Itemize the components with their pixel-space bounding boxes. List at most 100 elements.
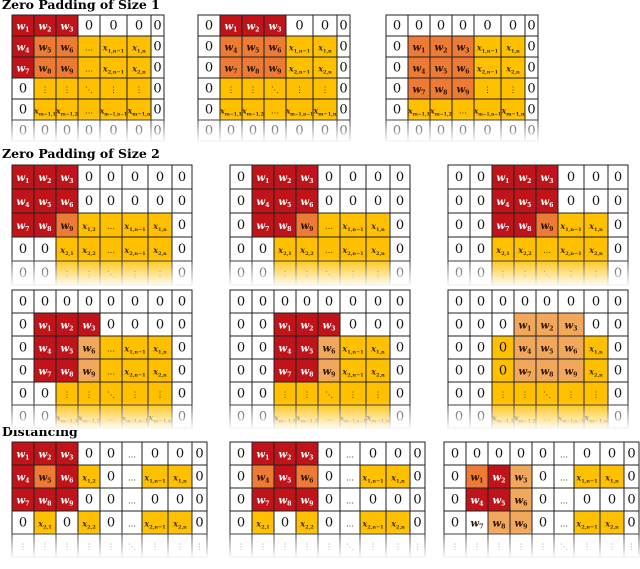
- cell-label-w3: w3: [61, 22, 74, 34]
- cell-label-0: 0: [281, 295, 289, 310]
- cell-label-0: 0: [627, 470, 635, 485]
- cell-label-w5: w5: [519, 197, 532, 209]
- cell-label-0: 0: [369, 447, 377, 462]
- cell-label-0: 0: [592, 170, 600, 185]
- cell-label-w4: w4: [497, 197, 511, 209]
- cell-label-sym: …: [85, 107, 93, 116]
- cell-label-x2-1: x2,1: [255, 519, 269, 531]
- cell-label-x2-n: x2,n: [152, 245, 167, 257]
- cell-label-sym: …: [107, 345, 115, 354]
- cell-label-x1-n: x1,n: [370, 221, 385, 233]
- cell-label-0: 0: [41, 242, 49, 257]
- cell-label-x1-n-1: x1,n−1: [123, 344, 145, 356]
- grid-cell: [557, 188, 585, 214]
- fade-overlay: [228, 257, 412, 287]
- cell-label-w8: w8: [301, 367, 314, 379]
- cell-label-0: 0: [178, 318, 186, 333]
- cell-label-0: 0: [393, 82, 401, 97]
- cell-label-0: 0: [527, 61, 535, 76]
- cell-label-w2: w2: [435, 43, 448, 55]
- cell-label-w9: w9: [269, 64, 282, 76]
- cell-label-0: 0: [437, 19, 445, 34]
- cell-label-0: 0: [325, 470, 333, 485]
- cell-label-w7: w7: [225, 64, 238, 76]
- cell-label-0: 0: [195, 516, 203, 531]
- cell-label-0: 0: [237, 194, 245, 209]
- cell-label-0: 0: [396, 364, 404, 379]
- cell-label-x1-2: x1,2: [81, 221, 95, 233]
- cell-label-w5: w5: [39, 43, 52, 55]
- cell-label-xm-1-2: xm−1,2: [55, 107, 78, 118]
- cell-label-0: 0: [325, 493, 333, 508]
- fade-overlay: [446, 257, 630, 287]
- cell-label-w9: w9: [457, 85, 470, 97]
- cell-label-w8: w8: [39, 221, 52, 233]
- cell-label-0: 0: [339, 61, 347, 76]
- zp2-grid-2: 0 w1 w2 w3 0 0 0 00 w4 w5 w6 0 0 0 00 w7 w8 w9… x1,n−1 x1,n…: [228, 164, 412, 287]
- cell-label-sym: …: [128, 451, 136, 460]
- cell-label-sym: …: [128, 520, 136, 529]
- cell-label-0: 0: [521, 295, 529, 310]
- cell-label-0: 0: [237, 493, 245, 508]
- cell-label-w8: w8: [279, 221, 292, 233]
- grid-cell: [583, 212, 609, 238]
- fade-overlay: [384, 116, 540, 143]
- cell-label-0: 0: [374, 194, 382, 209]
- cell-label-x1-n-1: x1,n−1: [476, 43, 498, 55]
- cell-label-sym: ⋱: [85, 86, 93, 95]
- cell-label-0: 0: [85, 19, 93, 34]
- cell-label-0: 0: [509, 19, 517, 34]
- cell-label-0: 0: [396, 341, 404, 356]
- cell-label-0: 0: [237, 387, 245, 402]
- cell-label-w6: w6: [269, 43, 282, 55]
- cell-label-0: 0: [85, 447, 93, 462]
- cell-label-0: 0: [41, 295, 49, 310]
- cell-label-w5: w5: [39, 473, 52, 485]
- cell-label-0: 0: [567, 170, 575, 185]
- cell-label-w5: w5: [61, 344, 74, 356]
- cell-label-w4: w4: [17, 473, 31, 485]
- cell-label-w2: w2: [541, 321, 554, 333]
- cell-label-0: 0: [85, 170, 93, 185]
- cell-label-0: 0: [259, 341, 267, 356]
- cell-label-x2-n-1: x2,n−1: [143, 519, 165, 531]
- cell-label-0: 0: [393, 40, 401, 55]
- cell-label-sym: ⋮: [227, 86, 235, 95]
- cell-label-sym: …: [346, 497, 354, 506]
- cell-label-w8: w8: [247, 64, 260, 76]
- cell-label-0: 0: [339, 40, 347, 55]
- cell-label-w7: w7: [471, 519, 484, 531]
- cell-label-sym: ⋱: [325, 391, 333, 400]
- cell-label-w3: w3: [301, 450, 314, 462]
- cell-label-w7: w7: [39, 367, 52, 379]
- cell-label-0: 0: [153, 103, 161, 118]
- cell-label-0: 0: [41, 387, 49, 402]
- cell-label-x2-n-1: x2,n−1: [123, 367, 145, 379]
- cell-label-w4: w4: [413, 64, 427, 76]
- cell-label-0: 0: [614, 170, 622, 185]
- cell-label-0: 0: [205, 61, 213, 76]
- cell-label-w2: w2: [39, 173, 52, 185]
- cell-label-sym: …: [346, 451, 354, 460]
- cell-label-w9: w9: [565, 367, 578, 379]
- cell-label-w8: w8: [61, 367, 74, 379]
- cell-label-0: 0: [614, 341, 622, 356]
- cell-label-x1-n-1: x1,n−1: [341, 344, 363, 356]
- cell-label-0: 0: [237, 341, 245, 356]
- cell-label-0: 0: [178, 364, 186, 379]
- cell-label-0: 0: [539, 447, 547, 462]
- cell-label-0: 0: [237, 295, 245, 310]
- cell-label-0: 0: [477, 387, 485, 402]
- cell-label-0: 0: [107, 170, 115, 185]
- cell-label-0: 0: [325, 170, 333, 185]
- cell-label-w5: w5: [247, 43, 260, 55]
- cell-label-0: 0: [237, 516, 245, 531]
- cell-label-sym: …: [560, 497, 568, 506]
- cell-label-0: 0: [107, 318, 115, 333]
- cell-label-sym: ⋮: [41, 86, 49, 95]
- cell-label-w5: w5: [493, 496, 506, 508]
- cell-label-w7: w7: [257, 496, 270, 508]
- cell-label-0: 0: [567, 194, 575, 209]
- cell-label-0: 0: [107, 194, 115, 209]
- cell-label-0: 0: [325, 194, 333, 209]
